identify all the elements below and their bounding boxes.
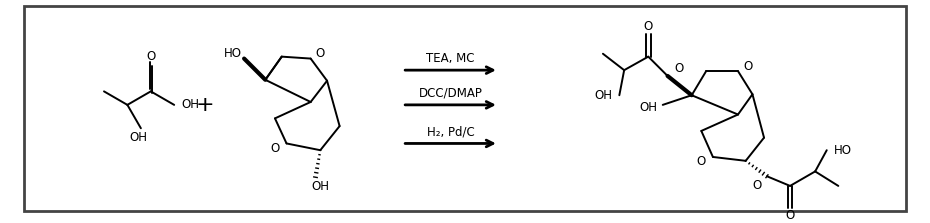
Text: H₂, Pd/C: H₂, Pd/C [427, 125, 474, 138]
Text: HO: HO [834, 144, 852, 157]
Text: O: O [743, 60, 752, 73]
Text: O: O [674, 62, 684, 75]
Text: O: O [271, 142, 280, 155]
Text: OH: OH [594, 89, 612, 102]
Text: OH: OH [181, 98, 200, 111]
Text: O: O [697, 155, 706, 168]
Text: TEA, MC: TEA, MC [426, 52, 475, 65]
Text: O: O [752, 179, 762, 192]
Text: O: O [644, 20, 653, 33]
Text: O: O [146, 50, 155, 63]
Text: OH: OH [639, 101, 658, 114]
Text: O: O [315, 47, 325, 60]
Text: +: + [195, 95, 214, 115]
Text: OH: OH [312, 180, 329, 193]
Text: HO: HO [223, 47, 242, 60]
Text: OH: OH [129, 131, 147, 145]
Text: O: O [786, 209, 795, 222]
Text: DCC/DMAP: DCC/DMAP [418, 87, 483, 100]
